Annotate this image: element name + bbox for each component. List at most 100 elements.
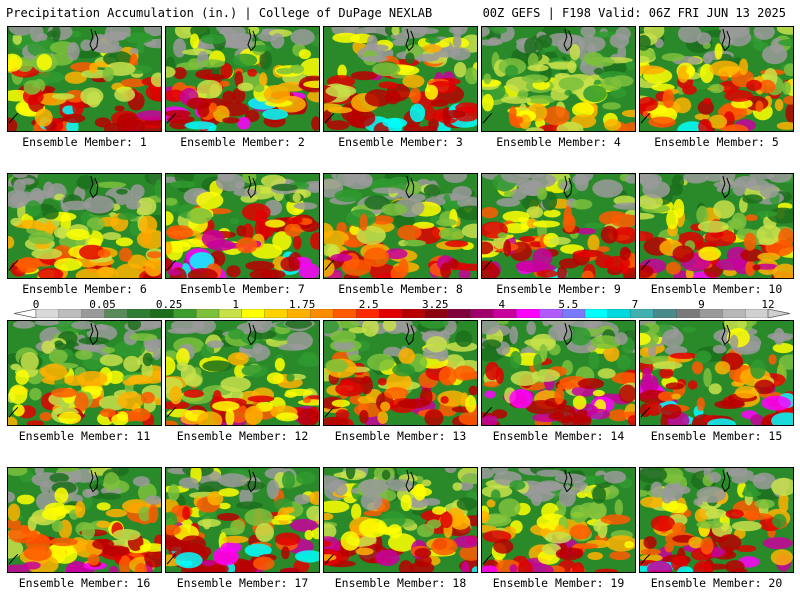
- precip-blob: [546, 32, 576, 47]
- precip-blob: [99, 408, 116, 418]
- precip-blob: [640, 325, 650, 333]
- precip-blob: [359, 409, 369, 424]
- precip-blob: [661, 489, 673, 504]
- precip-blob: [266, 479, 280, 500]
- precip-blob: [613, 202, 635, 210]
- precip-blob: [564, 89, 573, 96]
- colorbar-tick-label: 0.05: [89, 298, 116, 311]
- precip-blob: [768, 354, 777, 365]
- precip-blob: [348, 354, 362, 361]
- precip-blob: [286, 373, 295, 382]
- precip-blob: [713, 180, 738, 189]
- precip-blob: [340, 531, 360, 551]
- precip-blob: [536, 269, 558, 278]
- precip-blob: [597, 368, 616, 379]
- precip-blob: [34, 468, 45, 476]
- precip-blob: [482, 93, 494, 112]
- precip-blob: [609, 33, 630, 49]
- ensemble-member-label: Ensemble Member: 18: [334, 576, 467, 590]
- precip-blob: [550, 87, 570, 101]
- precip-blob: [650, 481, 663, 498]
- precip-blob: [569, 524, 592, 540]
- precip-blob: [624, 174, 635, 184]
- colorbar-swatch: [470, 309, 494, 318]
- precip-blob: [458, 411, 477, 425]
- precip-blob: [482, 206, 499, 219]
- precip-blob: [324, 222, 334, 239]
- precip-blob: [509, 326, 519, 344]
- ensemble-member-label: Ensemble Member: 9: [496, 282, 621, 296]
- precip-blob: [324, 512, 334, 521]
- precip-blob: [455, 330, 473, 347]
- ensemble-panel: Ensemble Member: 19: [481, 467, 636, 600]
- precip-blob: [571, 102, 595, 118]
- precip-blob: [183, 389, 205, 398]
- colorbar-tick-label: 4: [498, 298, 506, 311]
- precip-blob: [220, 63, 233, 79]
- precip-blob: [285, 321, 313, 329]
- precip-blob: [58, 411, 82, 425]
- precip-blob: [718, 534, 742, 551]
- precip-blob: [331, 399, 351, 408]
- precip-blob: [714, 361, 731, 375]
- precip-blob: [666, 209, 679, 230]
- precip-blob: [708, 472, 722, 483]
- precip-blob: [578, 35, 606, 53]
- precip-blob: [671, 174, 685, 190]
- lake-outline: [247, 322, 257, 346]
- colorbar-swatch: [58, 309, 83, 318]
- precip-blob: [218, 502, 231, 510]
- precip-blob: [509, 480, 526, 490]
- precip-blob: [289, 64, 305, 74]
- precip-blob: [580, 27, 596, 38]
- precip-blob: [381, 469, 391, 480]
- precip-blob: [274, 532, 301, 546]
- precip-blob: [519, 236, 535, 243]
- precip-blob: [778, 493, 790, 513]
- precip-blob: [771, 412, 793, 425]
- precip-blob: [78, 244, 105, 260]
- precip-blob: [128, 333, 158, 341]
- precip-blob: [510, 371, 539, 386]
- precip-blob: [414, 225, 442, 244]
- precip-blob: [645, 402, 663, 416]
- ensemble-panel: Ensemble Member: 17: [165, 467, 320, 600]
- precip-blob: [672, 522, 686, 535]
- precip-blob: [274, 357, 285, 372]
- precip-blob: [167, 484, 180, 502]
- precip-blob: [130, 47, 139, 55]
- precip-blob: [166, 197, 178, 206]
- precip-blob: [303, 80, 319, 89]
- precip-blob: [27, 38, 55, 57]
- precip-blob: [423, 184, 441, 197]
- precip-blob: [614, 499, 624, 517]
- precip-blob: [12, 321, 36, 329]
- precip-blob: [726, 220, 736, 232]
- precip-blob: [440, 262, 452, 278]
- precip-blob: [85, 488, 99, 497]
- ensemble-member-label: Ensemble Member: 14: [492, 429, 625, 443]
- precip-blob: [51, 519, 64, 532]
- precip-blob: [686, 66, 696, 76]
- precip-blob: [102, 66, 114, 82]
- lake-outline: [89, 28, 99, 52]
- precip-blob: [588, 351, 600, 370]
- precip-blob: [12, 404, 25, 417]
- precip-blob: [558, 76, 584, 91]
- precip-blob: [412, 221, 435, 229]
- precip-blob: [665, 261, 681, 275]
- precip-blob: [583, 475, 608, 484]
- precip-blob: [640, 34, 651, 51]
- precip-blob: [324, 416, 349, 425]
- precip-blob: [722, 124, 749, 131]
- precip-blob: [227, 328, 245, 340]
- precip-blob: [464, 67, 477, 85]
- precip-blob: [459, 545, 477, 561]
- precip-blob: [753, 27, 775, 40]
- precip-blob: [787, 494, 793, 514]
- precip-map: [165, 320, 320, 426]
- precip-blob: [716, 258, 747, 271]
- precip-blob: [484, 390, 496, 399]
- coast-outline: [482, 553, 493, 565]
- precip-blob: [357, 396, 375, 404]
